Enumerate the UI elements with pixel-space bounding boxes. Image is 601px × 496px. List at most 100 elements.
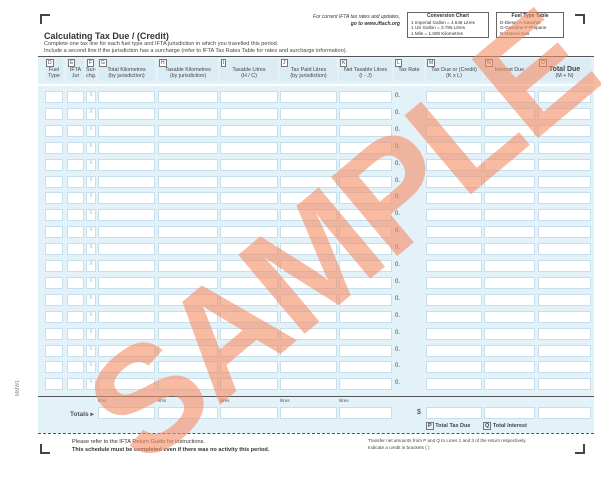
row-field-j[interactable] [280, 124, 337, 137]
row-field-f[interactable]: X [86, 327, 96, 340]
row-field-g[interactable] [98, 91, 155, 103]
row-field-i[interactable] [220, 260, 278, 272]
row-field-n[interactable] [484, 276, 535, 289]
row-field-d[interactable] [45, 310, 63, 323]
row-field-h[interactable] [158, 361, 218, 374]
row-field-k[interactable] [339, 209, 392, 222]
row-field-m[interactable] [426, 327, 482, 340]
row-field-i[interactable] [220, 327, 278, 340]
row-field-g[interactable] [98, 124, 155, 137]
row-field-l[interactable]: 0. [394, 361, 424, 373]
row-field-k[interactable] [339, 293, 392, 306]
row-field-d[interactable] [45, 141, 63, 154]
row-field-f[interactable]: X [86, 124, 96, 137]
row-field-d[interactable] [45, 124, 63, 137]
row-field-j[interactable] [280, 361, 337, 374]
row-field-h[interactable] [158, 243, 218, 256]
row-field-f[interactable]: X [86, 293, 96, 306]
row-field-m[interactable] [426, 243, 482, 256]
row-field-l[interactable]: 0. [394, 260, 424, 272]
row-field-h[interactable] [158, 310, 218, 323]
row-field-e[interactable] [67, 260, 84, 272]
row-field-j[interactable] [280, 209, 337, 222]
row-field-i[interactable] [220, 276, 278, 289]
row-field-l[interactable]: 0. [394, 91, 424, 103]
row-field-g[interactable] [98, 310, 155, 323]
total-field-i[interactable] [220, 407, 278, 419]
row-field-i[interactable] [220, 361, 278, 374]
row-field-l[interactable]: 0. [394, 378, 424, 390]
row-field-l[interactable]: 0. [394, 328, 424, 340]
row-field-o[interactable] [538, 293, 591, 306]
row-field-k[interactable] [339, 378, 392, 391]
total-field-o[interactable] [538, 407, 591, 419]
row-field-o[interactable] [538, 209, 591, 222]
row-field-i[interactable] [220, 310, 278, 323]
row-field-f[interactable]: X [86, 192, 96, 205]
row-field-h[interactable] [158, 91, 218, 103]
row-field-g[interactable] [98, 243, 155, 256]
row-field-g[interactable] [98, 293, 155, 306]
row-field-f[interactable]: X [86, 378, 96, 391]
row-field-f[interactable]: X [86, 141, 96, 154]
row-field-d[interactable] [45, 175, 63, 188]
row-field-k[interactable] [339, 107, 392, 120]
row-field-n[interactable] [484, 107, 535, 120]
row-field-e[interactable] [67, 293, 84, 306]
row-field-i[interactable] [220, 124, 278, 137]
row-field-j[interactable] [280, 260, 337, 272]
row-field-l[interactable]: 0. [394, 345, 424, 357]
row-field-n[interactable] [484, 344, 535, 357]
row-field-o[interactable] [538, 226, 591, 239]
row-field-j[interactable] [280, 378, 337, 391]
row-field-l[interactable]: 0. [394, 209, 424, 221]
row-field-n[interactable] [484, 260, 535, 272]
row-field-m[interactable] [426, 91, 482, 103]
row-field-h[interactable] [158, 344, 218, 357]
row-field-d[interactable] [45, 276, 63, 289]
row-field-o[interactable] [538, 361, 591, 374]
row-field-k[interactable] [339, 327, 392, 340]
row-field-m[interactable] [426, 276, 482, 289]
row-field-o[interactable] [538, 175, 591, 188]
row-field-n[interactable] [484, 226, 535, 239]
row-field-l[interactable]: 0. [394, 142, 424, 154]
row-field-h[interactable] [158, 175, 218, 188]
row-field-k[interactable] [339, 192, 392, 205]
row-field-k[interactable] [339, 91, 392, 103]
row-field-o[interactable] [538, 310, 591, 323]
row-field-l[interactable]: 0. [394, 125, 424, 137]
row-field-h[interactable] [158, 192, 218, 205]
total-field-m[interactable] [426, 407, 482, 419]
row-field-m[interactable] [426, 378, 482, 391]
row-field-l[interactable]: 0. [394, 176, 424, 188]
row-field-h[interactable] [158, 141, 218, 154]
row-field-d[interactable] [45, 260, 63, 272]
row-field-g[interactable] [98, 327, 155, 340]
row-field-d[interactable] [45, 209, 63, 222]
row-field-h[interactable] [158, 158, 218, 171]
row-field-o[interactable] [538, 327, 591, 340]
row-field-n[interactable] [484, 310, 535, 323]
row-field-n[interactable] [484, 243, 535, 256]
row-field-n[interactable] [484, 293, 535, 306]
row-field-o[interactable] [538, 91, 591, 103]
row-field-h[interactable] [158, 107, 218, 120]
row-field-m[interactable] [426, 175, 482, 188]
row-field-h[interactable] [158, 378, 218, 391]
row-field-l[interactable]: 0. [394, 108, 424, 120]
row-field-o[interactable] [538, 344, 591, 357]
row-field-e[interactable] [67, 175, 84, 188]
row-field-l[interactable]: 0. [394, 243, 424, 255]
row-field-d[interactable] [45, 192, 63, 205]
row-field-j[interactable] [280, 310, 337, 323]
row-field-f[interactable]: X [86, 158, 96, 171]
row-field-f[interactable]: X [86, 226, 96, 239]
total-field-n[interactable] [484, 407, 535, 419]
row-field-g[interactable] [98, 192, 155, 205]
row-field-m[interactable] [426, 107, 482, 120]
row-field-h[interactable] [158, 226, 218, 239]
row-field-f[interactable]: X [86, 209, 96, 222]
row-field-e[interactable] [67, 327, 84, 340]
row-field-e[interactable] [67, 141, 84, 154]
